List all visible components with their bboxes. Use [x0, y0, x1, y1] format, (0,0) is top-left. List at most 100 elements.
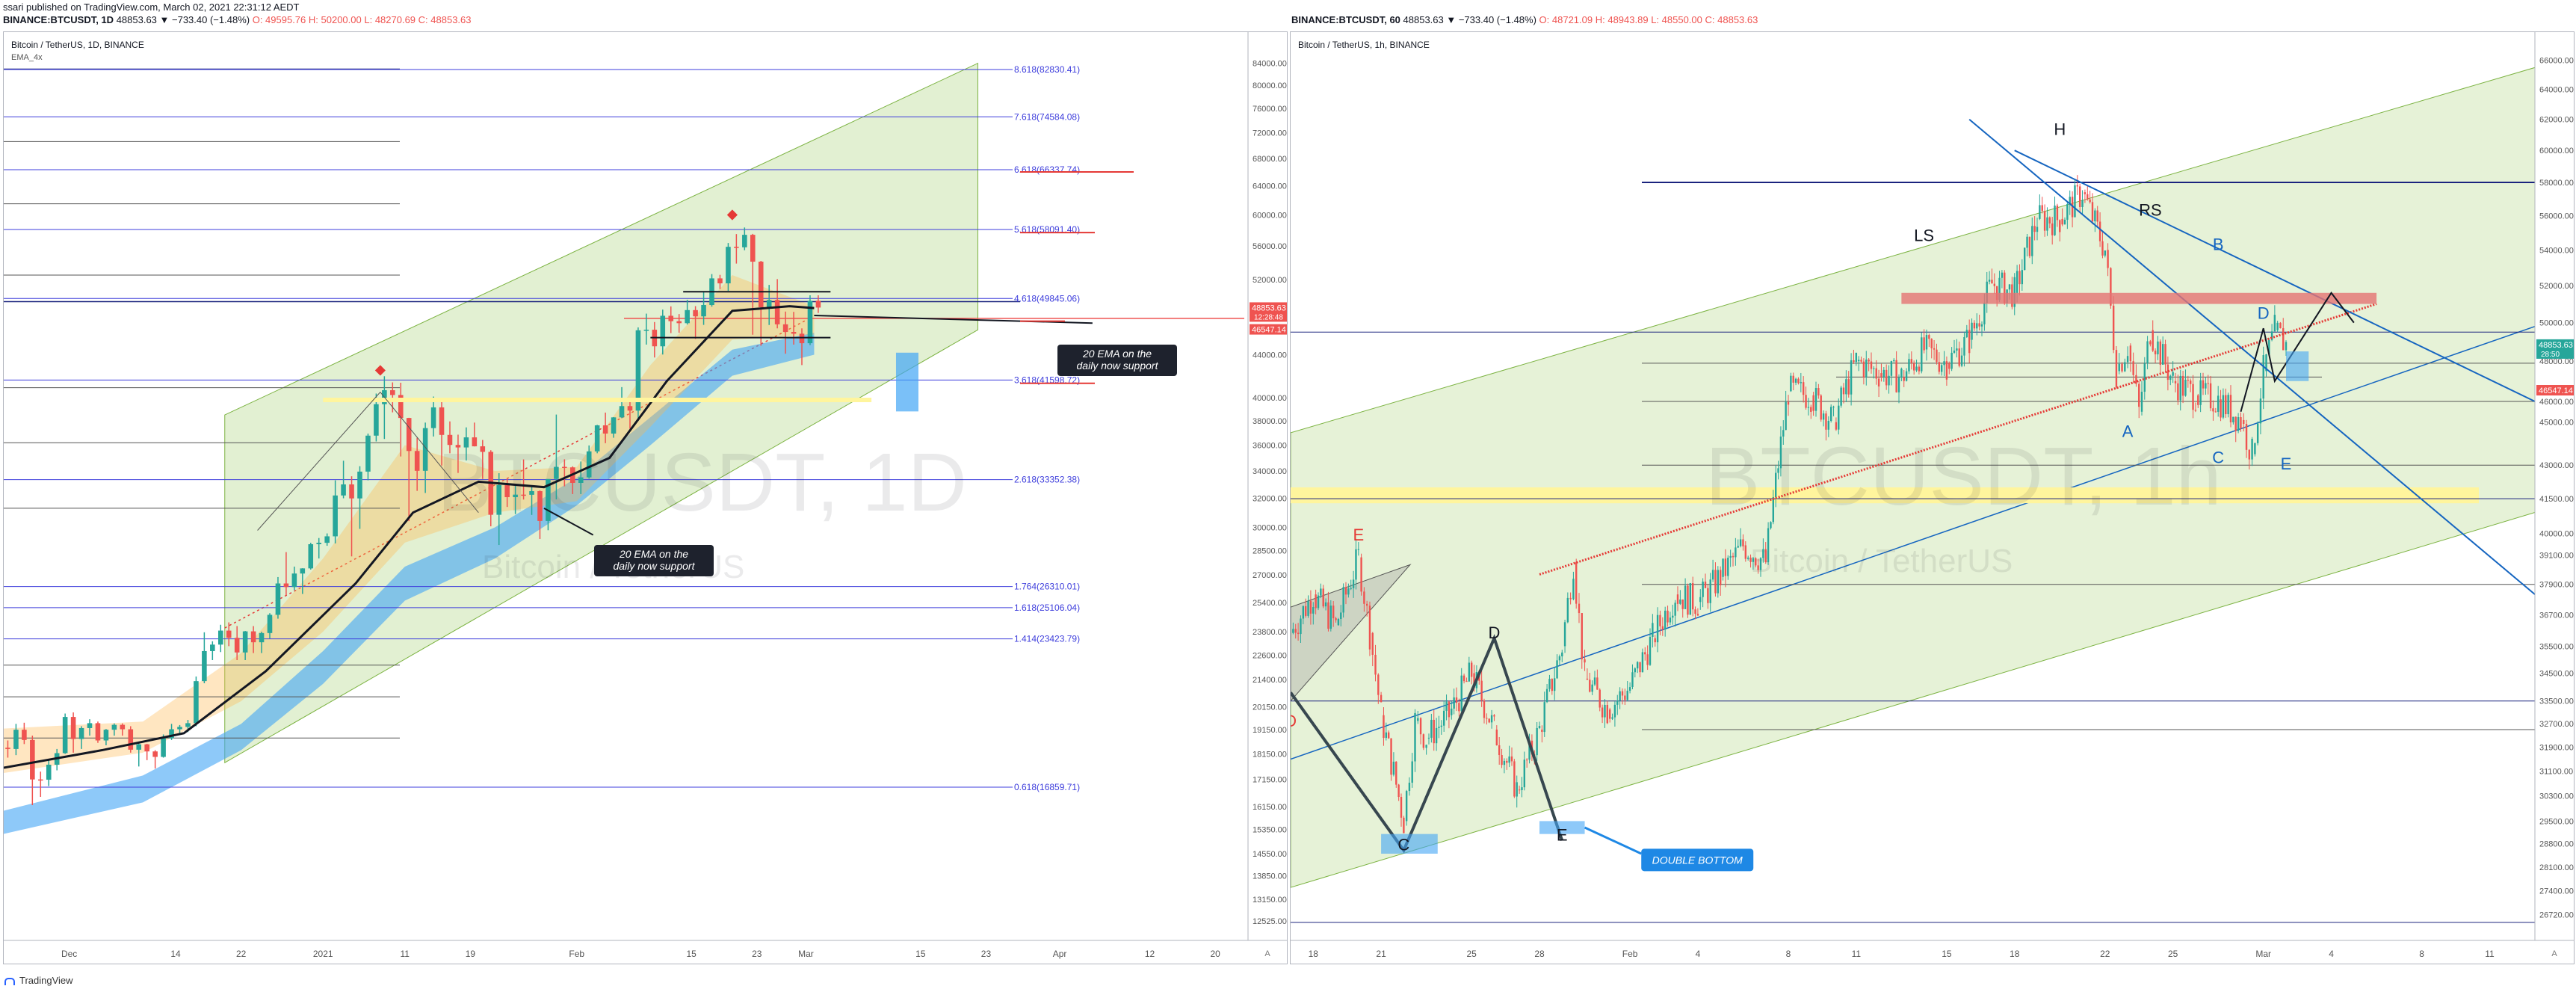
- right-open: O: 48721.09: [1539, 14, 1593, 25]
- price-tick-label: 27400.00: [2539, 887, 2574, 896]
- candle-body: [1572, 579, 1575, 600]
- candle-body: [1933, 348, 1936, 350]
- candle-body: [635, 330, 641, 411]
- candle-body: [1659, 614, 1661, 626]
- candle-body: [78, 727, 84, 739]
- candle-body: [128, 729, 134, 750]
- price-tick-label: 52000.00: [2539, 282, 2574, 291]
- candle-body: [1473, 673, 1475, 688]
- candle-body: [1639, 662, 1641, 673]
- candle-body: [2229, 395, 2232, 422]
- tradingview-footer: TradingView: [4, 975, 73, 986]
- candle-body: [537, 491, 543, 521]
- candle-body: [2089, 199, 2091, 203]
- price-tick-label: 14550.00: [1253, 850, 1287, 859]
- candle-body: [2259, 398, 2262, 424]
- candle-body: [1374, 654, 1377, 675]
- candle-body: [546, 478, 551, 521]
- candle-body: [324, 536, 330, 543]
- candle-body: [1470, 662, 1473, 677]
- candle-body: [1327, 602, 1329, 629]
- time-tick-label: Mar: [2255, 949, 2271, 959]
- candle-body: [2276, 322, 2279, 330]
- fib-level-label: 1.618(25106.04): [1014, 603, 1080, 613]
- candle-body: [1865, 360, 1868, 378]
- candle-body: [1702, 582, 1704, 597]
- resistance-zone: [1901, 292, 2377, 304]
- candle-body: [1905, 371, 1908, 381]
- candle-body: [2076, 185, 2079, 187]
- time-tick-label: 28: [1534, 949, 1545, 959]
- price-tick-label: 56000.00: [1253, 242, 1287, 251]
- candle-body: [1455, 697, 1458, 703]
- candle-body: [1968, 330, 1971, 354]
- candle-body: [1709, 579, 1711, 603]
- candle-body: [1687, 585, 1689, 615]
- candle-body: [1586, 678, 1589, 680]
- candle-body: [1661, 626, 1664, 630]
- candle-body: [1445, 701, 1448, 711]
- candle-body: [1742, 539, 1744, 546]
- descending-trendline: [1968, 118, 2536, 595]
- candle-body: [1371, 632, 1374, 655]
- candle-body: [1936, 349, 1938, 363]
- triangle-pattern: [1291, 564, 1412, 702]
- price-tick-label: 48000.00: [2539, 357, 2574, 366]
- candle-body: [1923, 337, 1925, 351]
- candle-body: [2126, 356, 2129, 363]
- top-marker: [374, 365, 386, 376]
- candle-body: [169, 729, 174, 739]
- hourly-chart[interactable]: BTCUSDT, 1h Bitcoin / TetherUS E D C D E LS H RS B…: [1291, 32, 2574, 964]
- price-tick-label: 52000.00: [1253, 276, 1287, 285]
- right-low: L: 48550.00: [1651, 14, 1702, 25]
- candle-body: [1991, 280, 1993, 284]
- candle-body: [250, 631, 256, 643]
- candle-body: [349, 484, 354, 499]
- candle-body: [1430, 719, 1433, 738]
- price-label: 48853.63: [1252, 304, 1286, 312]
- time-tick-label: 4: [1696, 949, 1701, 959]
- price-label-countdown: 28:50: [2541, 351, 2560, 359]
- candle-body: [374, 404, 379, 436]
- candle-body: [234, 638, 240, 653]
- candle-body: [2140, 392, 2143, 412]
- candle-body: [1569, 597, 1572, 600]
- left-close: C: 48853.63: [418, 14, 472, 25]
- watermark: BTCUSDT, 1h: [1705, 431, 2222, 523]
- time-tick-label: 12: [1145, 949, 1155, 959]
- candle-body: [2212, 408, 2214, 412]
- candle-body: [1774, 472, 1777, 498]
- daily-chart-panel[interactable]: 8.618(82830.41) 7.618(74584.08) 6.618(6633…: [3, 31, 1288, 964]
- candle-body: [1385, 732, 1388, 739]
- candle-body: [1950, 352, 1953, 369]
- candle-body: [1589, 680, 1591, 692]
- candle-body: [1983, 303, 1986, 324]
- ema-callout-bottom-line: 20 EMA on the: [619, 548, 688, 560]
- candle-body: [1646, 654, 1649, 665]
- price-tick-label: 23800.00: [1253, 628, 1287, 637]
- candle-body: [1953, 350, 1956, 353]
- candle-body: [1921, 337, 1923, 372]
- ema-callout-top-bg: [1057, 345, 1177, 376]
- candle-body: [1624, 695, 1626, 700]
- price-tick-label: 36000.00: [1253, 442, 1287, 451]
- candle-body: [1729, 555, 1732, 558]
- price-label: 48853.63: [2539, 341, 2573, 350]
- candle-body: [1735, 547, 1737, 558]
- candle-body: [30, 739, 35, 780]
- publish-line: ssari published on TradingView.com, Marc…: [3, 1, 300, 13]
- pattern-label: C: [1397, 836, 1409, 854]
- candle-body: [2222, 395, 2225, 418]
- candle-body: [300, 568, 306, 574]
- candle-body: [1940, 365, 1943, 372]
- hourly-chart-panel[interactable]: BTCUSDT, 1h Bitcoin / TetherUS E D C D E LS H RS B…: [1290, 31, 2575, 964]
- candle-body: [1383, 715, 1385, 739]
- candle-body: [1722, 558, 1724, 577]
- candle-body: [1543, 702, 1545, 733]
- candle-body: [2268, 339, 2270, 354]
- candle-body: [1309, 600, 1312, 614]
- daily-chart[interactable]: 8.618(82830.41) 7.618(74584.08) 6.618(6633…: [4, 32, 1287, 964]
- ema-orange-band: [4, 275, 815, 773]
- candle-body: [1462, 675, 1465, 682]
- time-tick-label: 15: [686, 949, 696, 959]
